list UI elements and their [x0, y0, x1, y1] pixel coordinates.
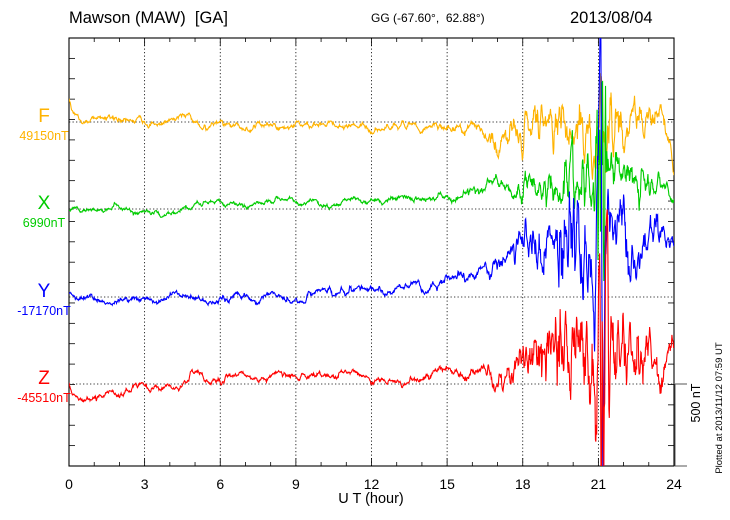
svg-text:GG (-67.60°, 62.88°): GG (-67.60°, 62.88°)	[371, 11, 485, 25]
svg-text:U T (hour): U T (hour)	[338, 491, 404, 507]
svg-text:500 nT: 500 nT	[689, 383, 703, 422]
svg-text:21: 21	[591, 476, 607, 492]
svg-text:24: 24	[666, 476, 682, 492]
svg-text:Z: Z	[38, 368, 50, 389]
svg-text:12: 12	[364, 476, 380, 492]
svg-text:0: 0	[65, 476, 73, 492]
svg-text:Y: Y	[38, 281, 51, 302]
svg-text:2013/08/04: 2013/08/04	[570, 9, 653, 27]
svg-text:6: 6	[216, 476, 224, 492]
svg-text:X: X	[38, 193, 51, 214]
svg-text:49150nT: 49150nT	[19, 129, 69, 143]
svg-text:9: 9	[292, 476, 300, 492]
svg-text:-17170nT: -17170nT	[17, 304, 71, 318]
svg-text:F: F	[38, 106, 50, 127]
svg-text:6990nT: 6990nT	[23, 216, 66, 230]
svg-text:3: 3	[141, 476, 149, 492]
svg-text:15: 15	[439, 476, 455, 492]
svg-text:Plotted at 2013/11/12 07:59 UT: Plotted at 2013/11/12 07:59 UT	[714, 342, 725, 474]
svg-text:18: 18	[515, 476, 531, 492]
svg-text:-45510nT: -45510nT	[17, 391, 71, 405]
svg-text:Mawson (MAW) [GA]: Mawson (MAW) [GA]	[69, 9, 228, 27]
